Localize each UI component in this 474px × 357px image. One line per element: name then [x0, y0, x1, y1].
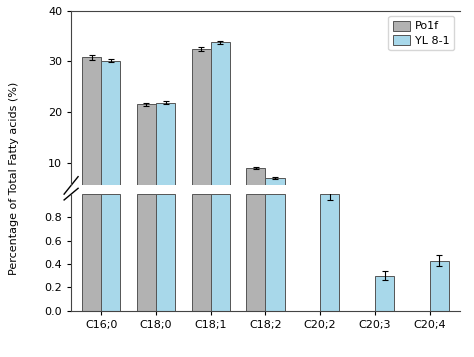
Bar	[246, 194, 265, 311]
Text: Percentage of Total Fatty acids (%): Percentage of Total Fatty acids (%)	[9, 82, 19, 275]
Bar	[82, 194, 101, 311]
Bar	[265, 194, 284, 311]
Bar	[429, 211, 449, 213]
Bar	[82, 57, 101, 213]
Bar	[375, 212, 394, 213]
Bar	[320, 187, 339, 213]
Bar	[429, 261, 449, 311]
Bar	[246, 168, 265, 213]
Bar	[137, 194, 156, 311]
Bar	[191, 194, 211, 311]
Bar	[211, 194, 230, 311]
Legend: Po1f, YL 8-1: Po1f, YL 8-1	[389, 16, 454, 50]
Bar	[101, 194, 120, 311]
Bar	[320, 194, 339, 311]
Bar	[375, 276, 394, 311]
Bar	[137, 104, 156, 213]
Bar	[211, 42, 230, 213]
Bar	[156, 103, 175, 213]
Bar	[156, 194, 175, 311]
Bar	[265, 178, 284, 213]
Bar	[191, 49, 211, 213]
Bar	[101, 61, 120, 213]
